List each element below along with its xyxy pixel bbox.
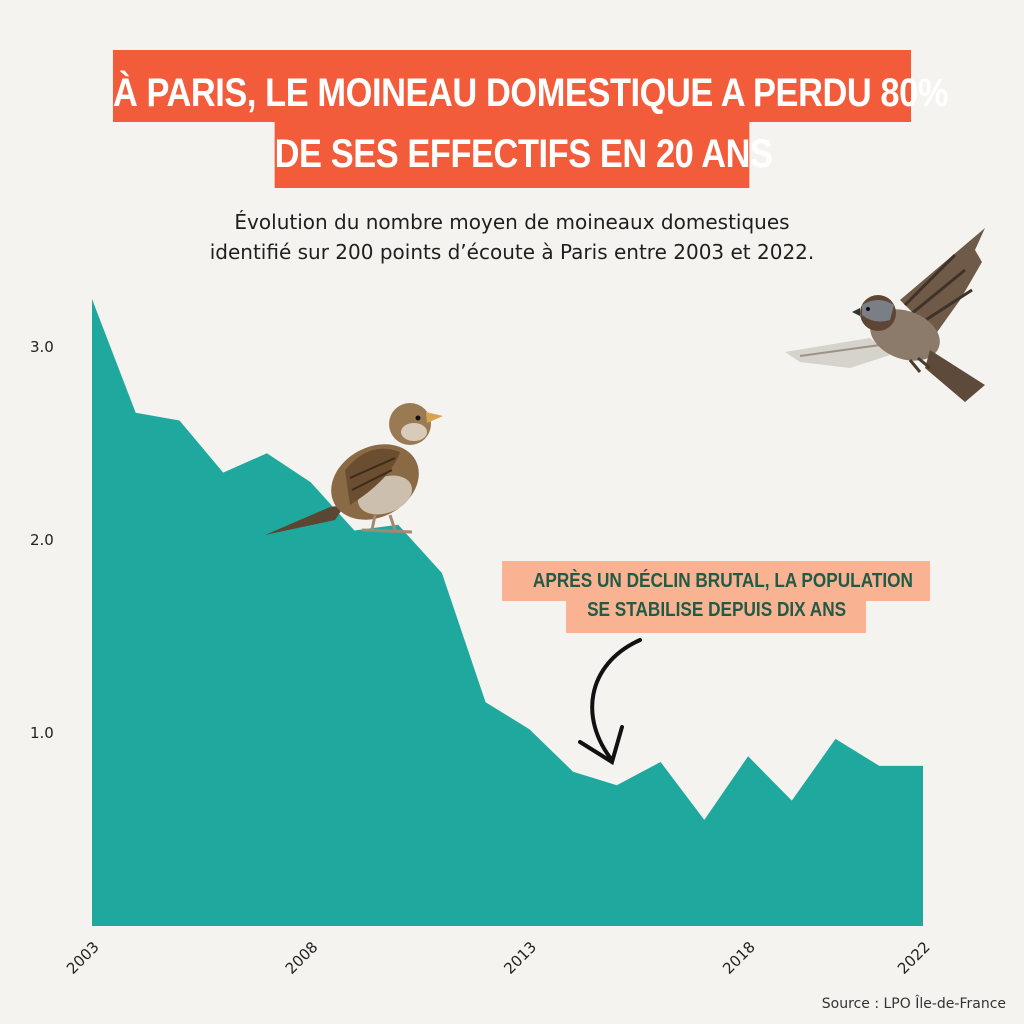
x-tick-label: 2013 — [500, 938, 540, 978]
source-credit: Source : LPO Île-de-France — [821, 996, 1006, 1012]
subtitle-line-1: Évolution du nombre moyen de moineaux do… — [234, 210, 790, 234]
curved-arrow-icon — [578, 638, 642, 766]
x-axis-ticks: 2003 2008 2013 2018 2022 — [63, 938, 934, 978]
title-line-2: de ses effectifs en 20 ans — [274, 118, 773, 188]
y-tick-label: 3.0 — [30, 338, 54, 356]
annotation-line-2-text: se stabilise depuis dix ans — [587, 599, 847, 621]
population-area — [92, 299, 923, 926]
x-tick-label: 2022 — [894, 938, 934, 978]
sparrow-perched-icon — [265, 403, 443, 535]
title-line-1: À Paris, le moineau domestique a perdu 8… — [112, 50, 948, 122]
sparrow-flying-icon — [785, 228, 985, 402]
x-tick-label: 2018 — [719, 938, 759, 978]
y-axis-ticks: 1.0 2.0 3.0 — [30, 338, 54, 742]
y-tick-label: 2.0 — [30, 531, 54, 549]
y-tick-label: 1.0 — [30, 724, 54, 742]
annotation-line-2: se stabilise depuis dix ans — [566, 597, 866, 633]
x-tick-label: 2008 — [282, 938, 322, 978]
subtitle-line-2: identifié sur 200 points d’écoute à Pari… — [209, 240, 815, 264]
x-tick-label: 2003 — [63, 938, 103, 978]
annotation-line-1: Après un déclin brutal, la population — [502, 561, 930, 601]
annotation-line-1-text: Après un déclin brutal, la population — [532, 570, 913, 592]
